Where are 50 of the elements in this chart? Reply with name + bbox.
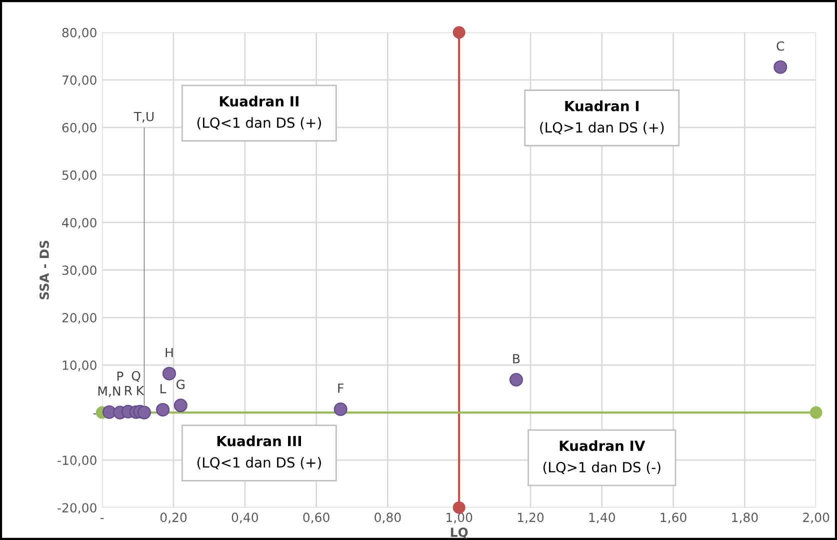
x-tick-label: 1,40: [589, 512, 615, 524]
point: [174, 398, 188, 412]
y-tick-label: 80,00: [62, 28, 96, 39]
x-tick-label: 1,20: [518, 512, 544, 524]
point: [102, 405, 116, 419]
x-tick-label: -: [100, 518, 104, 520]
y-tick-label: 70,00: [62, 75, 96, 86]
y-tick-label: 20,00: [62, 312, 96, 324]
y-tick-label: -: [93, 413, 97, 414]
annotation: Kuadran I (LQ>1 dan DS (+): [540, 100, 664, 134]
annotation: B: [513, 354, 520, 364]
annotation: Kuadran III (LQ<1 dan DS (+): [197, 436, 321, 470]
annotation: F: [338, 384, 344, 393]
y-tick-label: 60,00: [62, 122, 96, 134]
annotation: R: [125, 386, 132, 396]
point: [334, 402, 348, 416]
y-tick-label: -20,00: [58, 503, 96, 514]
annotation: Q: [132, 371, 140, 382]
x-tick-label: 0,80: [374, 512, 401, 524]
x-axis-title: LQ: [450, 528, 468, 539]
annotation: P: [117, 372, 124, 381]
annotation: M,N: [98, 386, 120, 398]
y-tick-label: 40,00: [62, 218, 96, 229]
y-tick-label: 50,00: [62, 170, 96, 182]
x-tick-label: 1,60: [660, 512, 686, 524]
point: [509, 373, 523, 387]
point: [452, 26, 466, 39]
y-tick-label: 10,00: [62, 360, 96, 372]
y-tick-label: 30,00: [62, 265, 96, 276]
point: [774, 60, 788, 74]
point: [810, 406, 822, 419]
annotation: H: [166, 348, 173, 358]
annotation: Kuadran IV (LQ>1 dan DS (-): [543, 440, 660, 474]
annotation: K: [137, 386, 144, 396]
point: [137, 406, 152, 420]
annotation: T,U: [134, 112, 154, 123]
annotation: G: [176, 380, 184, 390]
x-tick-label: 1,00: [446, 512, 472, 524]
annotation: Kuadran II (LQ<1 dan DS (+): [197, 96, 321, 130]
x-tick-label: 1,80: [732, 512, 758, 524]
annotation: L: [160, 384, 166, 394]
x-tick-label: 0,20: [160, 512, 187, 524]
y-axis-title: SSA - DS: [40, 240, 49, 300]
point: [162, 366, 176, 380]
point: [156, 402, 170, 416]
x-tick-label: 2,00: [803, 512, 830, 524]
y-tick-label: -10,00: [58, 456, 96, 466]
annotation: C: [776, 41, 784, 51]
x-tick-label: 0,60: [303, 512, 330, 524]
x-tick-label: 0,40: [232, 512, 258, 524]
